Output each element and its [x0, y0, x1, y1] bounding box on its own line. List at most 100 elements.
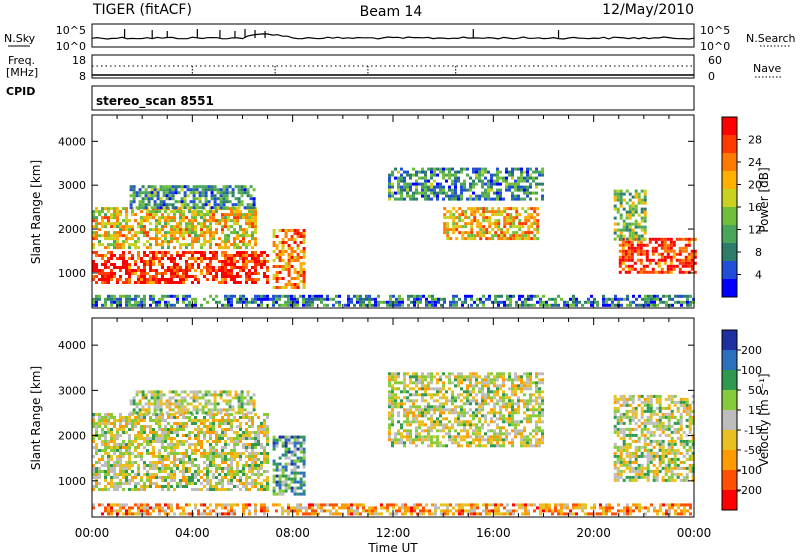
heatmap-cell [182, 269, 185, 272]
heatmap-cell [391, 405, 394, 409]
heatmap-cell [224, 222, 227, 226]
heatmap-cell [128, 482, 131, 485]
heatmap-cell [478, 441, 481, 445]
heatmap-cell [505, 188, 508, 192]
heatmap-cell [532, 435, 535, 439]
heatmap-cell [542, 300, 545, 304]
heatmap-cell [218, 440, 221, 443]
heatmap-cell [517, 411, 520, 415]
heatmap-cell [153, 396, 157, 400]
heatmap-cell [362, 300, 365, 304]
heatmap-cell [174, 206, 178, 210]
heatmap-cell [176, 446, 179, 449]
heatmap-cell [296, 465, 300, 469]
heatmap-cell [98, 272, 101, 275]
heatmap-cell [129, 206, 133, 210]
heatmap-cell [424, 179, 427, 183]
heatmap-cell [203, 431, 206, 434]
heatmap-cell [643, 225, 647, 229]
heatmap-cell [98, 488, 101, 491]
heatmap-cell [523, 384, 526, 388]
heatmap-cell [272, 441, 276, 445]
heatmap-cell [248, 431, 251, 434]
heatmap-cell [137, 278, 140, 281]
heatmap-cell [400, 399, 403, 403]
heatmap-cell [116, 266, 119, 269]
heatmap-cell [101, 243, 104, 247]
heatmap-cell [146, 464, 149, 467]
heatmap-cell [191, 225, 194, 229]
heatmap-cell [128, 243, 131, 247]
heatmap-cell [213, 197, 217, 201]
heatmap-cell [209, 458, 212, 461]
heatmap-cell [517, 188, 520, 192]
heatmap-cell [158, 222, 161, 226]
heatmap-cell [442, 384, 445, 388]
heatmap-cell [201, 185, 205, 189]
heatmap-cell [125, 240, 128, 244]
heatmap-cell [230, 297, 233, 301]
heatmap-cell [575, 303, 578, 307]
heatmap-cell [156, 405, 160, 409]
heatmap-cell [275, 286, 279, 289]
heatmap-cell [290, 265, 294, 268]
heatmap-cell [185, 416, 188, 419]
heatmap-cell [251, 473, 254, 476]
heatmap-cell [653, 297, 656, 301]
heatmap-cell [490, 381, 493, 385]
heatmap-cell [161, 234, 164, 238]
heatmap-cell [146, 425, 149, 428]
heatmap-cell [400, 194, 403, 198]
heatmap-cell [155, 434, 158, 437]
heatmap-cell [233, 458, 236, 461]
y-tick-label: 1000 [58, 267, 86, 280]
heatmap-cell [230, 275, 233, 278]
heatmap-cell [409, 405, 412, 409]
heatmap-cell [514, 194, 517, 198]
heatmap-cell [95, 470, 98, 473]
heatmap-cell [476, 234, 480, 238]
heatmap-cell [170, 303, 173, 307]
heatmap-cell [161, 455, 164, 458]
heatmap-cell [448, 194, 451, 198]
heatmap-cell [191, 243, 194, 247]
heatmap-cell [95, 473, 98, 476]
heatmap-cell [296, 253, 300, 256]
heatmap-cell [116, 207, 119, 211]
heatmap-cell [131, 254, 134, 257]
heatmap-cell [153, 408, 157, 412]
heatmap-cell [644, 300, 647, 304]
heatmap-cell [505, 378, 508, 382]
heatmap-cell [125, 213, 128, 217]
heatmap-cell [666, 246, 670, 250]
heatmap-cell [128, 272, 131, 275]
heatmap-cell [231, 203, 235, 207]
heatmap-cell [158, 416, 161, 419]
heatmap-cell [299, 444, 303, 448]
heatmap-cell [403, 384, 406, 388]
heatmap-cell [630, 243, 634, 247]
heatmap-cell [237, 402, 241, 406]
heatmap-cell [457, 414, 460, 418]
heatmap-cell [529, 167, 532, 171]
heatmap-cell [209, 216, 212, 220]
heatmap-cell [206, 219, 209, 223]
heatmap-cell [624, 252, 628, 256]
heatmap-cell [464, 231, 468, 235]
heatmap-cell [622, 228, 626, 232]
heatmap-cell [466, 197, 469, 201]
heatmap-cell [460, 197, 463, 201]
heatmap-cell [684, 270, 688, 274]
heatmap-cell [536, 237, 540, 241]
heatmap-cell [275, 256, 279, 259]
heatmap-cell [107, 266, 110, 269]
heatmap-cell [209, 485, 212, 488]
heatmap-cell [195, 405, 199, 409]
heatmap-cell [290, 462, 294, 466]
heatmap-cell [101, 443, 104, 446]
heatmap-cell [156, 194, 160, 198]
heatmap-cell [448, 176, 451, 180]
heatmap-cell [101, 419, 104, 422]
heatmap-cell [239, 479, 242, 482]
heatmap-cell [479, 213, 483, 217]
